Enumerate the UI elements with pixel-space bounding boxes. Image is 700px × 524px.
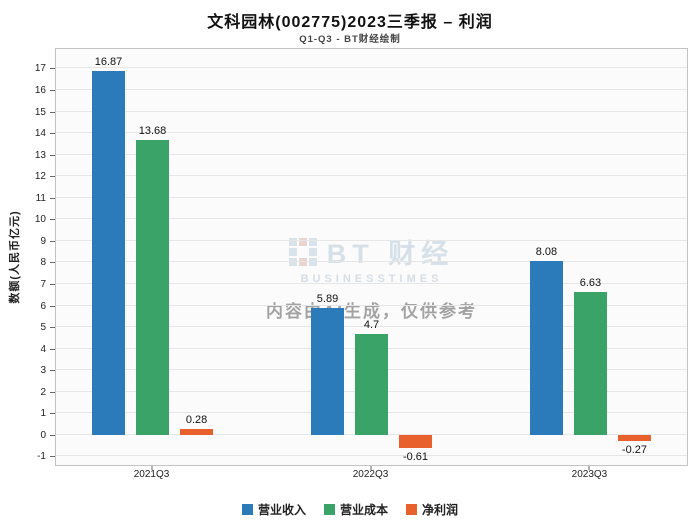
legend-item: 营业收入 <box>241 501 306 518</box>
x-tick-label: 2023Q3 <box>571 469 608 480</box>
legend-item: 营业成本 <box>323 501 388 518</box>
gridline <box>56 67 687 69</box>
y-tick-label: 10 <box>34 214 46 226</box>
plot-area: BT 财经 BUSINESSTIMES 内容由AI生成，仅供参考 16.87 13… <box>55 48 688 466</box>
x-tick-mark <box>588 466 590 470</box>
bar-value-label: 6.63 <box>579 276 602 289</box>
gridline <box>56 88 687 90</box>
bar <box>399 434 432 448</box>
bar-value-label: 5.89 <box>316 292 339 305</box>
y-tick-mark <box>50 89 55 91</box>
legend-item: 净利润 <box>406 501 458 518</box>
y-tick-mark <box>50 240 55 242</box>
watermark-brand: BT 财经 <box>326 239 455 270</box>
bar <box>311 307 344 435</box>
legend-swatch <box>323 504 335 515</box>
bar-value-label: 13.68 <box>138 124 167 137</box>
gridline <box>56 261 687 263</box>
x-tick-mark <box>370 466 371 470</box>
gridline <box>56 132 687 134</box>
bar-value-label: 4.7 <box>363 318 380 331</box>
y-tick-label: 16 <box>34 84 46 96</box>
gridline <box>56 304 687 306</box>
bar-value-label: 16.87 <box>94 56 123 69</box>
bar <box>180 428 214 435</box>
y-tick-label: 13 <box>34 149 46 161</box>
y-tick-mark <box>50 434 55 436</box>
y-tick-label: 9 <box>40 235 46 247</box>
bar <box>573 291 607 435</box>
y-tick-label: 14 <box>34 128 46 140</box>
gridline <box>56 110 687 112</box>
legend-label: 营业收入 <box>257 503 306 517</box>
y-tick-label: 17 <box>34 63 46 75</box>
chart-title: 文科园林(002775)2023三季报 – 利润 <box>207 14 493 31</box>
bar-value-label: -0.61 <box>402 450 429 463</box>
bar-value-label: 8.08 <box>535 245 558 258</box>
y-tick-label: 8 <box>40 257 46 269</box>
y-tick-mark <box>50 219 55 221</box>
bar <box>136 139 170 435</box>
legend-label: 净利润 <box>422 503 459 517</box>
bar-value-label: -0.27 <box>621 443 647 456</box>
gridline <box>56 196 687 198</box>
y-tick-mark <box>50 456 55 458</box>
legend: 营业收入 营业成本 净利润 <box>0 501 700 518</box>
legend-swatch <box>241 504 253 515</box>
gridline <box>56 239 687 241</box>
x-tick-mark <box>151 466 153 470</box>
gridline <box>56 218 687 220</box>
bar <box>617 434 651 441</box>
y-tick-mark <box>50 370 55 372</box>
y-tick-mark <box>50 262 55 264</box>
gridline <box>56 326 687 328</box>
y-tick-label: 6 <box>40 300 46 312</box>
legend-swatch <box>406 504 417 515</box>
y-tick-label: 0 <box>40 429 46 441</box>
y-tick-mark <box>50 133 55 135</box>
y-tick-mark <box>50 348 55 350</box>
y-tick-label: 1 <box>40 408 46 420</box>
y-tick-label: 3 <box>40 365 46 377</box>
gridline <box>56 455 687 457</box>
x-tick-label: 2021Q3 <box>133 469 170 480</box>
y-tick-mark <box>50 305 55 307</box>
y-tick-mark <box>50 327 55 329</box>
x-axis-ticks: 2021Q3 2022Q3 2023Q3 <box>55 466 688 485</box>
y-tick-mark <box>50 154 55 156</box>
bar <box>355 333 388 435</box>
y-tick-label: 4 <box>40 343 46 355</box>
y-tick-mark <box>50 68 55 70</box>
legend-label: 营业成本 <box>339 503 388 517</box>
y-tick-mark <box>50 391 55 393</box>
chart-subtitle: Q1-Q3 - BT财经绘制 <box>299 34 401 45</box>
y-tick-label: 11 <box>35 192 46 204</box>
y-tick-label: 7 <box>40 278 46 290</box>
y-tick-mark <box>50 283 55 285</box>
y-axis-ticks: -1 0 1 2 3 4 5 6 7 8 9 10 11 12 13 14 15 16 17 <box>0 48 55 466</box>
y-tick-mark <box>50 176 55 178</box>
x-tick-label: 2022Q3 <box>352 469 389 480</box>
y-tick-label: 12 <box>34 171 46 183</box>
y-tick-label: 15 <box>34 106 46 118</box>
y-tick-label: 2 <box>40 386 46 398</box>
gridline <box>56 153 687 155</box>
bar-value-label: 0.28 <box>185 413 208 426</box>
y-tick-mark <box>50 197 55 199</box>
bar <box>92 71 126 435</box>
bar <box>529 260 563 435</box>
y-tick-label: 5 <box>40 322 46 334</box>
y-tick-label: -1 <box>37 451 46 463</box>
gridline <box>56 175 687 177</box>
gridline <box>56 282 687 284</box>
y-tick-mark <box>50 111 55 113</box>
y-tick-mark <box>50 413 55 415</box>
